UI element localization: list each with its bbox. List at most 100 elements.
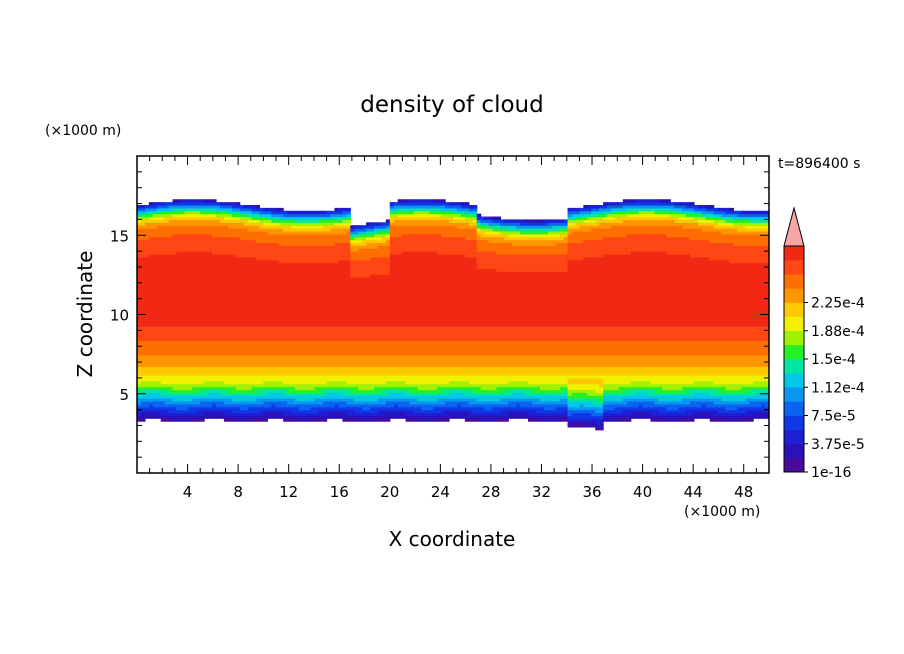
- density-cell: [137, 297, 769, 301]
- density-cell: [539, 398, 561, 402]
- x-tick-label: 4: [183, 483, 193, 501]
- density-cell: [693, 216, 707, 220]
- density-cell: [693, 210, 703, 215]
- x-tick-label: 28: [481, 483, 500, 501]
- density-cell: [476, 233, 482, 238]
- density-cell: [160, 392, 209, 396]
- density-cell: [137, 204, 146, 209]
- density-cell: [389, 251, 403, 255]
- density-cell: [528, 380, 569, 385]
- density-cell: [567, 222, 577, 226]
- density-cell: [508, 400, 533, 405]
- density-cell: [168, 389, 201, 393]
- density-cell: [567, 245, 769, 249]
- density-cell: [137, 311, 769, 316]
- density-cell: [567, 216, 577, 220]
- density-cell: [172, 398, 193, 402]
- time-label: t=896400 s: [778, 156, 860, 172]
- density-cell: [397, 199, 411, 203]
- density-cell: [350, 262, 391, 267]
- density-cell: [421, 406, 434, 411]
- density-cell: [322, 225, 351, 229]
- density-cell: [370, 256, 391, 261]
- density-cell: [137, 213, 142, 218]
- density-cell: [535, 409, 565, 414]
- density-cell: [686, 389, 719, 393]
- colorbar-swatch: [784, 387, 804, 402]
- density-cell: [721, 230, 769, 235]
- density-cell: [366, 236, 383, 241]
- density-cell: [476, 242, 513, 246]
- density-cell: [137, 349, 769, 353]
- density-cell: [741, 210, 769, 215]
- colorbar-swatch: [784, 373, 804, 388]
- density-cell: [148, 253, 237, 258]
- density-cell: [259, 213, 272, 218]
- colorbar-swatch: [784, 316, 804, 332]
- density-cell: [417, 398, 438, 402]
- density-cell: [729, 207, 735, 212]
- density-cell: [318, 219, 343, 223]
- density-cell: [567, 403, 580, 408]
- density-cell: [389, 225, 458, 229]
- density-cell: [342, 219, 351, 223]
- density-cell: [216, 213, 233, 218]
- density-cell: [137, 412, 142, 416]
- density-cell: [567, 207, 580, 212]
- density-cell: [674, 202, 691, 206]
- density-cell: [148, 403, 154, 408]
- density-cell: [579, 403, 584, 408]
- density-cell: [279, 222, 336, 226]
- density-cell: [456, 207, 470, 212]
- density-cell: [460, 403, 517, 408]
- density-cell: [389, 219, 395, 223]
- density-cell: [354, 398, 379, 402]
- density-cell: [334, 216, 347, 220]
- density-cell: [512, 392, 525, 396]
- density-cell: [137, 375, 769, 379]
- density-cell: [567, 418, 604, 422]
- density-cell: [385, 219, 391, 223]
- density-cell: [433, 199, 446, 203]
- density-cell: [354, 409, 379, 414]
- density-cell: [393, 403, 399, 408]
- density-cell: [144, 392, 162, 396]
- x-tick-label: 36: [582, 483, 601, 501]
- density-cell: [227, 389, 261, 393]
- density-cell: [642, 403, 703, 408]
- density-cell: [539, 386, 561, 391]
- density-cell: [137, 351, 769, 356]
- density-cell: [346, 400, 387, 405]
- density-cell: [405, 392, 450, 396]
- density-cell: [603, 403, 640, 408]
- density-cell: [468, 400, 509, 405]
- density-cell: [330, 228, 351, 232]
- density-cell: [354, 228, 367, 232]
- density-cell: [563, 389, 569, 393]
- density-cell: [492, 216, 501, 220]
- density-cell: [413, 210, 430, 215]
- density-cell: [137, 279, 769, 284]
- density-cell: [160, 210, 185, 215]
- density-cell: [200, 210, 229, 215]
- density-cell: [362, 406, 371, 411]
- density-cell: [235, 418, 253, 422]
- density-cell: [137, 265, 351, 269]
- density-cell: [137, 271, 351, 275]
- density-cell: [701, 213, 715, 218]
- density-cell: [239, 406, 249, 411]
- colorbar-label: 1.12e-4: [811, 380, 865, 396]
- density-cell: [137, 230, 268, 235]
- density-cell: [374, 225, 387, 229]
- density-cell: [603, 412, 632, 416]
- density-cell: [374, 228, 387, 232]
- density-cell: [208, 392, 221, 396]
- density-cell: [188, 406, 241, 411]
- density-cell: [409, 400, 446, 405]
- density-cell: [393, 219, 450, 223]
- colorbar-label: 3.75e-5: [811, 437, 865, 453]
- density-cell: [468, 380, 509, 385]
- density-cell: [749, 389, 769, 393]
- density-cell: [476, 248, 569, 252]
- density-cell: [524, 392, 569, 396]
